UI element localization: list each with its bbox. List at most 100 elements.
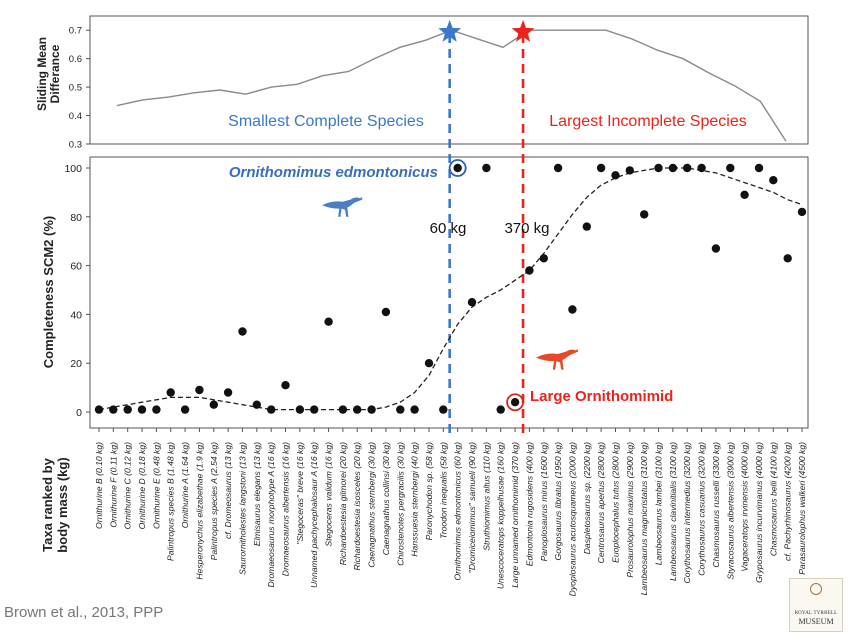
citation-credit: Brown et al., 2013, PPP	[4, 604, 164, 621]
x-tick-label: Ornithurine C (0.12 kg)	[123, 442, 133, 530]
top-ytick-label: 0.4	[69, 111, 82, 122]
x-tick-label: Chasmosaurus belli (4100 kg)	[768, 442, 778, 556]
data-point	[453, 163, 462, 173]
data-point	[381, 307, 391, 317]
data-point	[424, 359, 434, 368]
x-tick-label: Hanssuesia sternbergi (40 kg)	[410, 442, 420, 557]
museum-emblem-icon	[810, 583, 822, 595]
data-point	[539, 254, 548, 263]
x-tick-label: Stegoceras validum (16 kg)	[324, 442, 334, 547]
x-tick-label: Vagaceratops irvinensis (4000 kg)	[740, 442, 750, 572]
data-point	[195, 385, 204, 395]
data-point	[467, 298, 477, 307]
x-tick-label: Struthiomimus altus (110 kg)	[481, 442, 491, 551]
data-point	[281, 381, 290, 390]
x-tick-label: Ornithurine E (0.48 kg)	[151, 442, 161, 529]
x-tick-label: Saurornitholestes langstoni (13 kg)	[237, 442, 247, 575]
x-tick-label: cf. Dromeosaurus (13 kg)	[223, 442, 233, 539]
x-tick-label: Unnamed pachycephalosaur A (16 kg)	[309, 442, 319, 588]
x-tick-label: Caenagnathus collinsi (30 kg)	[381, 442, 391, 555]
data-point	[783, 254, 792, 263]
x-tick-label: Dyoplosaurus acutosquameus (2000 kg)	[567, 442, 577, 596]
data-point	[439, 405, 448, 414]
data-point	[396, 405, 405, 414]
x-tick-label: Gorgosaurus libratus (1950 kg)	[553, 442, 563, 561]
x-tick-label: cf. Pachyrhinosaurus (4200 kg)	[783, 442, 793, 561]
data-point	[683, 163, 692, 173]
largest-incomplete-species-label: Largest Incomplete Species	[549, 113, 746, 130]
data-point	[611, 171, 620, 180]
x-tick-label: Palintropus species A (2.54 kg)	[209, 442, 219, 560]
large-ornithomimid-label: Large Ornithomimid	[530, 388, 673, 405]
main-ytick-label: 20	[70, 358, 82, 370]
data-point	[697, 163, 706, 173]
main-ytick-label: 80	[70, 212, 82, 224]
x-tick-label: Corythosaurus intermedius (3200 kg)	[682, 442, 692, 584]
data-point	[525, 266, 534, 275]
x-tick-label: Elmisaurus elegans (13 kg)	[252, 442, 262, 546]
x-tick-label: Euoplocephalus tutus (2800 kg)	[610, 442, 620, 563]
x-tick-label: Dromaeosaurus albertensis (16 kg)	[281, 442, 291, 576]
data-point	[640, 210, 649, 219]
data-point	[123, 405, 132, 414]
data-point	[596, 163, 606, 173]
top-ytick-label: 0.5	[69, 83, 82, 94]
top-ytick-label: 0.6	[69, 54, 82, 65]
sixty-kg-label: 60 kg	[430, 220, 467, 237]
data-point	[295, 405, 305, 414]
data-point	[152, 405, 161, 414]
x-tick-label: Lambeosaurus clavinitialis (3100 kg)	[668, 442, 678, 581]
museum-logo-line2: MUSEUM	[798, 617, 834, 626]
data-point	[267, 405, 276, 414]
x-tick-label: Chirostenotes pergracilis (30 kg)	[395, 442, 405, 566]
x-tick-label: Gryposaurus incurvimanus (4000 kg)	[754, 442, 764, 583]
x-tick-label: "Stegoceras" breve (16 kg)	[295, 442, 305, 545]
x-tick-label: Ornithurine F (0.11 kg)	[108, 442, 118, 528]
x-tick-label: Ornithurine B (0.10 kg)	[94, 442, 104, 529]
red-ornithomimid-silhouette-icon	[536, 349, 578, 370]
data-point	[668, 163, 678, 173]
x-tick-label: Paronychodon sp. (58 kg)	[424, 442, 434, 541]
large-ornithomimid-highlight-ring	[506, 393, 524, 412]
main-ytick-label: 0	[76, 407, 82, 419]
x-tick-label: Richardoestesia isosceles (20 kg)	[352, 442, 362, 571]
x-tick-label: Centrosaurus apertus (2800 kg)	[596, 442, 606, 563]
data-point	[180, 405, 190, 414]
data-point	[367, 405, 376, 414]
data-point	[510, 398, 520, 407]
data-point	[166, 388, 175, 397]
x-tick-label: Caenagnathus sternbergi (30 kg)	[367, 442, 377, 568]
x-tick-label: Unescoceratops koppelhusae (160 kg)	[496, 442, 506, 589]
x-tick-label: Daspletosaurus sp. (2200 kg)	[582, 442, 592, 554]
main-y-axis-label: Completeness SCM2 (%)	[41, 216, 56, 368]
data-point	[252, 400, 261, 409]
data-point	[324, 317, 333, 326]
main-ytick-label: 60	[70, 261, 82, 273]
data-point	[654, 163, 663, 173]
ornithomimus-edmontonicus-label: Ornithomimus edmontonicus	[229, 164, 438, 181]
x-tick-label: Troodon inequalis (58 kg)	[438, 442, 448, 539]
main-ytick-label: 40	[70, 309, 82, 321]
data-point	[223, 388, 233, 397]
data-point	[137, 405, 147, 414]
data-point	[625, 166, 634, 175]
main-ytick-label: 100	[64, 163, 82, 175]
blue-ornithomimid-silhouette-icon	[322, 197, 363, 217]
top-ytick-label: 0.7	[69, 26, 82, 37]
data-point	[769, 176, 778, 185]
x-tick-label: Ornithurine D (0.18 kg)	[137, 442, 147, 530]
x-tick-label: Panoplosaurus mirus (1600 kg)	[539, 442, 549, 562]
x-tick-label: "Dromiceiomimus" samueli (90 kg)	[467, 442, 477, 573]
red-star-icon	[511, 20, 535, 42]
data-point	[754, 163, 764, 173]
ornithomimus-highlight-ring	[448, 159, 467, 177]
x-tick-label: Dromaeosaurus morphotype A (16 kg)	[266, 442, 276, 588]
data-point	[582, 222, 591, 231]
x-tick-label: Richardoestesia gilmorei (20 kg)	[338, 442, 348, 565]
museum-logo-line1: ROYAL TYRRELL	[794, 611, 838, 616]
three-seventy-kg-label: 370 kg	[504, 220, 549, 237]
x-tick-label: Parasaurolophus walkeri (4500 kg)	[797, 442, 807, 575]
x-tick-label: Prosaurolophus maximus (2900 kg)	[625, 442, 635, 578]
